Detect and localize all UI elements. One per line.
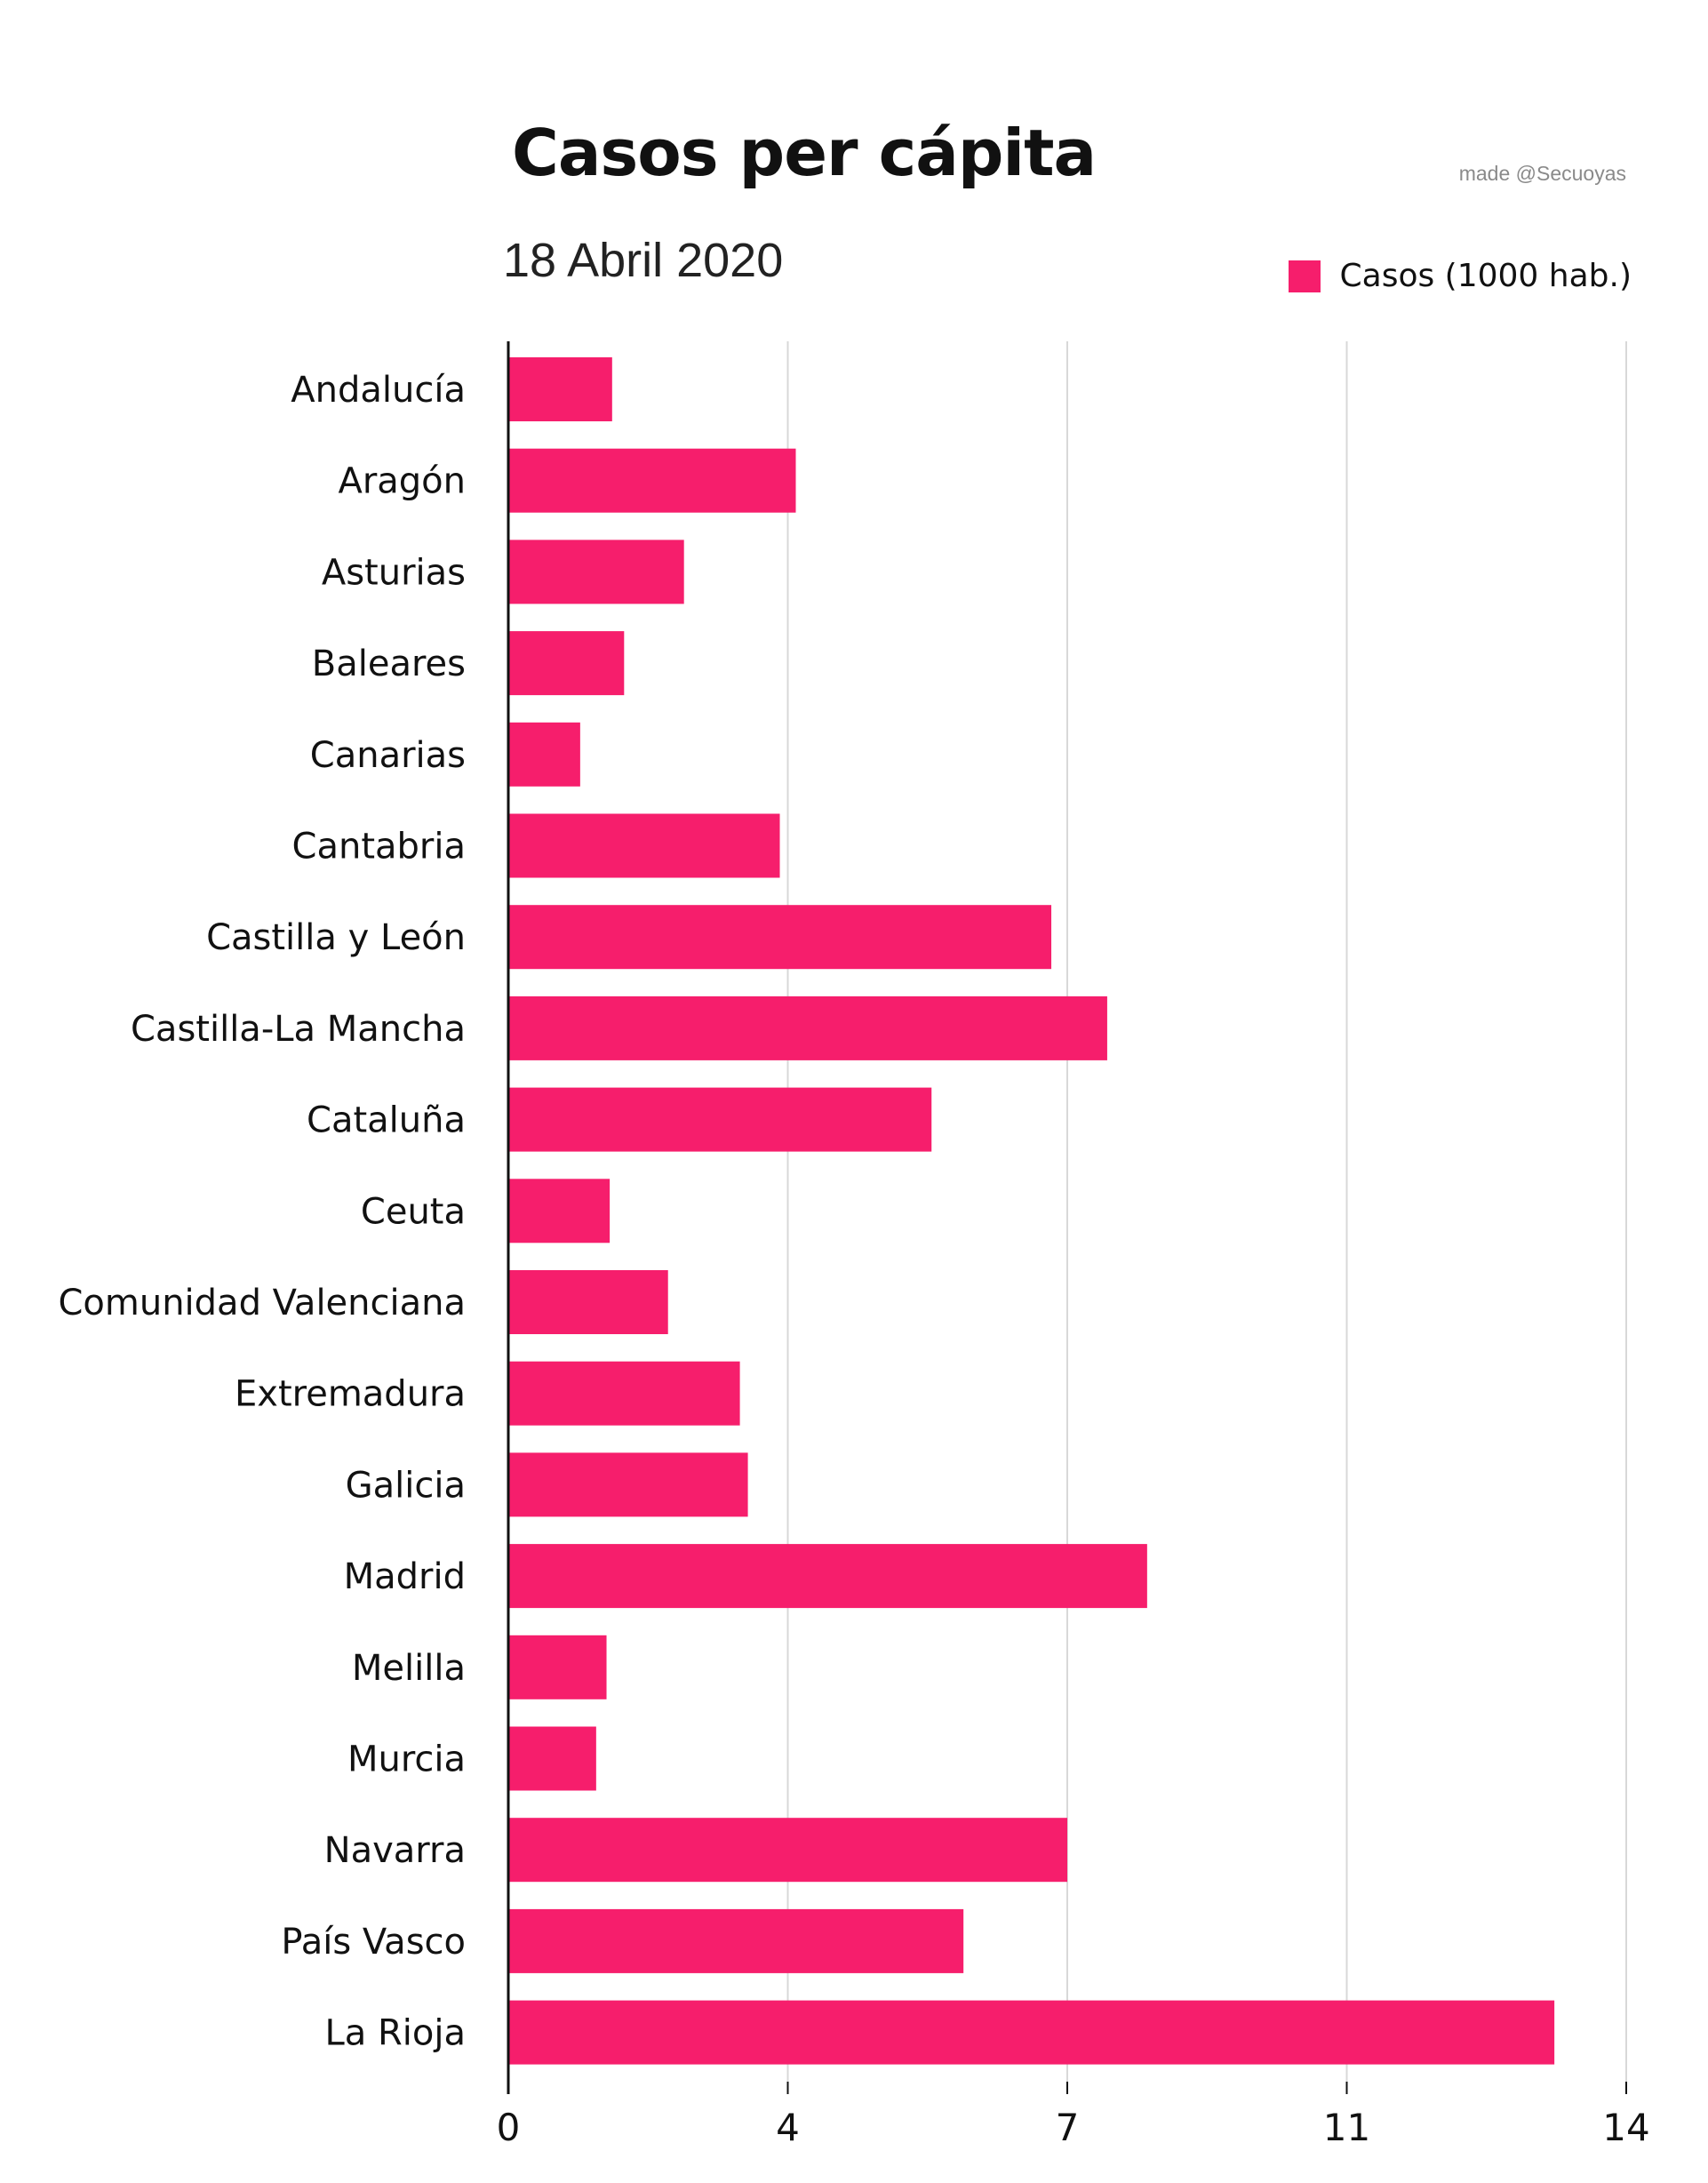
x-tick-label: 7 [1056, 2106, 1080, 2149]
category-label-layer: Andalucía Aragón Asturias Baleares Canarias C… [58, 370, 466, 2054]
category-label: Canarias [310, 735, 466, 776]
category-label: Comunidad Valenciana [58, 1283, 466, 1323]
bar [508, 2000, 1555, 2065]
chart-title: Casos per cápita [512, 116, 1097, 190]
x-tick-label: 4 [776, 2106, 800, 2149]
category-label: Cataluña [307, 1100, 466, 1141]
category-label: Galicia [346, 1465, 466, 1506]
category-label: La Rioja [324, 2013, 466, 2054]
x-tick-label: 11 [1323, 2106, 1370, 2149]
bar [508, 996, 1107, 1060]
category-label: Madrid [344, 1556, 466, 1597]
category-label: Andalucía [291, 370, 466, 411]
bar [508, 813, 780, 878]
x-tick-label: 0 [497, 2106, 521, 2149]
bar [508, 722, 580, 787]
tick-label-layer: 0 4 7 11 14 [497, 2106, 1650, 2149]
legend: Casos (1000 hab.) [1288, 258, 1632, 294]
bar [508, 1726, 596, 1791]
bar [508, 905, 1052, 970]
bar [508, 357, 612, 421]
category-label: Asturias [322, 552, 466, 593]
credit-text: made @Secuoyas [1458, 162, 1626, 185]
category-label: Castilla-La Mancha [131, 1009, 466, 1050]
bar [508, 631, 625, 696]
bar [508, 1361, 740, 1426]
bar [508, 1179, 611, 1243]
bar [508, 1908, 964, 1973]
bar [508, 1635, 607, 1699]
bar [508, 540, 684, 604]
x-tick-label: 14 [1602, 2106, 1649, 2149]
category-label: Cantabria [292, 827, 466, 868]
category-label: Melilla [352, 1648, 466, 1689]
category-label: Navarra [324, 1830, 466, 1871]
grid-layer [507, 341, 1627, 2094]
legend-label: Casos (1000 hab.) [1339, 258, 1632, 294]
category-label: Extremadura [235, 1374, 466, 1415]
bar [508, 448, 796, 513]
category-label: Murcia [347, 1739, 466, 1780]
bar [508, 1452, 748, 1517]
category-label: Aragón [338, 461, 466, 502]
category-label: Baleares [312, 644, 466, 684]
bar-layer [508, 357, 1555, 2065]
bar [508, 1544, 1147, 1609]
category-label: Ceuta [361, 1191, 466, 1232]
chart-subtitle: 18 Abril 2020 [503, 234, 784, 287]
category-label: País Vasco [281, 1922, 466, 1963]
bar [508, 1818, 1067, 1883]
legend-swatch [1288, 260, 1321, 292]
category-label: Castilla y León [206, 917, 466, 958]
bar [508, 1087, 932, 1152]
bar [508, 1270, 668, 1334]
